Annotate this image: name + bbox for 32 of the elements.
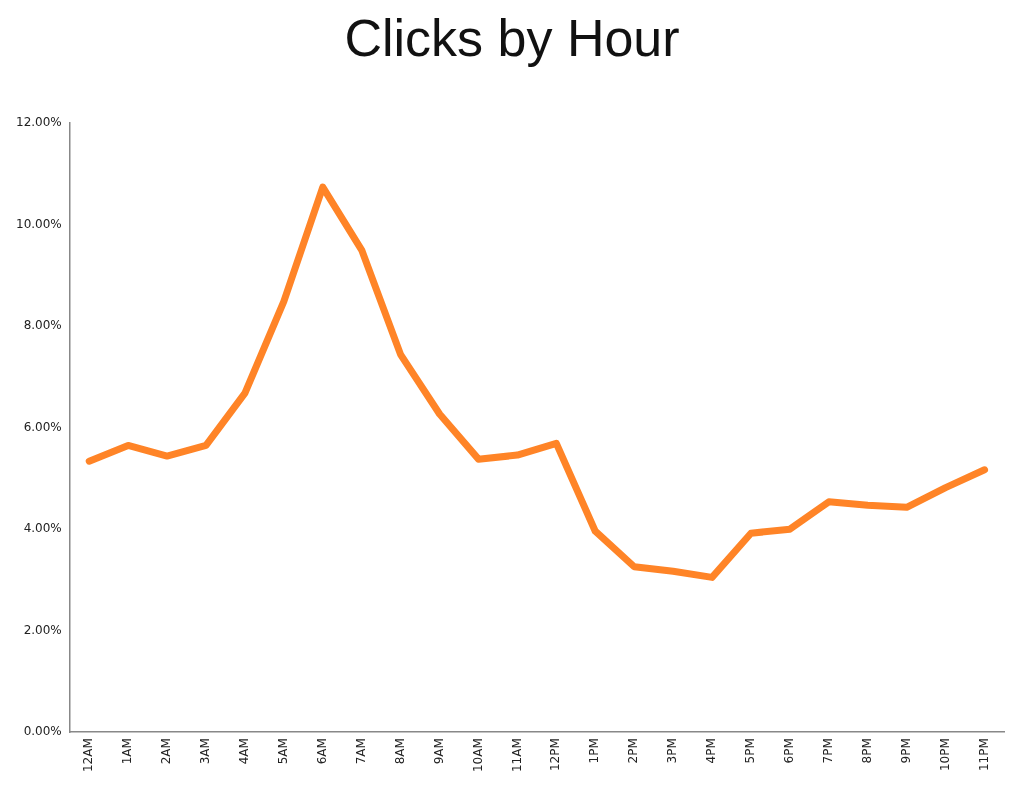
x-tick-label: 3PM: [665, 738, 680, 764]
x-tick-label: 1PM: [587, 738, 602, 764]
x-tick-label: 8PM: [859, 738, 874, 764]
x-tick-label: 5PM: [743, 738, 758, 764]
x-tick-label: 2AM: [159, 738, 174, 765]
x-tick-label: 7PM: [820, 738, 835, 764]
x-tick-label: 6AM: [314, 738, 329, 765]
x-tick-label: 9PM: [898, 738, 913, 764]
y-tick-label: 0.00%: [23, 724, 62, 739]
x-tick-label: 6PM: [782, 738, 797, 764]
x-tick-label: 11PM: [976, 738, 991, 772]
x-tick-label: 4PM: [704, 738, 719, 764]
chart-title: Clicks by Hour: [343, 8, 681, 68]
x-tick-label: 9AM: [431, 738, 446, 765]
y-tick-label: 10.00%: [15, 216, 62, 231]
x-tick-label: 3AM: [198, 738, 213, 765]
x-tick-label: 1AM: [120, 738, 135, 765]
x-tick-label: 4AM: [237, 738, 252, 765]
y-tick-label: 12.00%: [15, 115, 62, 130]
x-tick-label: 12PM: [548, 738, 563, 772]
x-tick-label: 10AM: [470, 738, 485, 773]
x-tick-label: 2PM: [626, 738, 641, 764]
x-tick-label: 7AM: [353, 738, 368, 765]
y-tick-label: 6.00%: [23, 419, 62, 434]
y-tick-label: 8.00%: [23, 318, 62, 333]
y-tick-label: 4.00%: [23, 521, 62, 536]
x-tick-label: 11AM: [509, 738, 524, 773]
x-tick-label: 10PM: [937, 738, 952, 772]
x-tick-label: 5AM: [275, 738, 290, 765]
x-tick-label: 8AM: [392, 738, 407, 765]
x-tick-label: 12AM: [81, 738, 96, 773]
y-tick-label: 2.00%: [23, 622, 62, 637]
